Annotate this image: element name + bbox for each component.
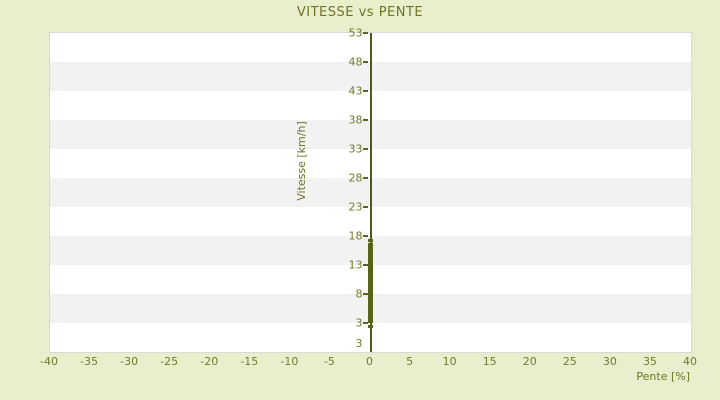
y-tick-mark [362, 206, 368, 208]
data-point [368, 262, 373, 266]
x-tick-label: 30 [602, 355, 617, 368]
data-point [368, 299, 373, 303]
data-point [368, 246, 373, 250]
data-point [368, 251, 373, 255]
data-point [368, 249, 373, 252]
data-point [368, 297, 373, 301]
x-tick-label: 10 [442, 355, 457, 368]
x-tick-label: -35 [80, 355, 99, 368]
x-tick-label: 35 [642, 355, 657, 368]
y-tick-label: 33 [348, 142, 363, 156]
data-point [368, 280, 373, 284]
data-point [368, 287, 373, 291]
y-tick-mark [362, 322, 368, 324]
x-tick-label: 20 [522, 355, 537, 368]
y-axis-title: Vitesse [km/h] [295, 121, 308, 201]
data-point [368, 295, 373, 299]
data-point [368, 243, 373, 247]
x-tick-label: 15 [482, 355, 497, 368]
y-tick-mark [362, 148, 368, 150]
data-point [368, 308, 373, 312]
y-tick-mark [362, 235, 368, 237]
data-point [368, 255, 373, 259]
data-point [368, 283, 373, 287]
y-tick-label: 3 [355, 316, 363, 330]
data-point [368, 276, 373, 280]
y-tick-label: 8 [355, 287, 363, 301]
x-tick-label: -5 [323, 355, 335, 368]
y-axis-line [369, 33, 372, 352]
data-point [368, 278, 373, 282]
data-point [368, 269, 373, 273]
data-point [368, 271, 373, 275]
y-tick-mark [362, 293, 368, 295]
data-point [368, 304, 373, 308]
data-point [368, 316, 373, 320]
chart-title: VITESSE vs PENTE [296, 5, 424, 20]
x-tick-label: 40 [683, 355, 697, 368]
data-point [368, 309, 373, 313]
data-point [368, 268, 373, 272]
y-tick-mark [362, 90, 368, 92]
x-tick-label: 25 [562, 355, 577, 368]
x-tick-label: -10 [280, 355, 299, 368]
data-point [368, 318, 373, 322]
data-point [368, 289, 373, 293]
y-tick-label: 23 [348, 200, 363, 214]
data-point [368, 261, 373, 265]
data-point [368, 301, 373, 305]
y-tick-label: 18 [348, 229, 363, 243]
x-tick-label: -15 [240, 355, 259, 368]
data-point [368, 257, 373, 261]
y-tick-label: 43 [348, 84, 363, 98]
y-tick-mark [362, 32, 368, 34]
data-point [368, 315, 373, 319]
x-tick-label: -30 [120, 355, 139, 368]
data-point [368, 320, 373, 324]
y-axis-bottom-corner-label: 3 [355, 337, 363, 350]
data-point [368, 311, 373, 315]
y-tick-label: 38 [348, 113, 363, 127]
x-axis-title: Pente [%] [636, 370, 690, 383]
data-point [368, 282, 373, 286]
data-point [368, 306, 373, 310]
x-tick-label: -20 [200, 355, 219, 368]
x-tick-label: -25 [160, 355, 179, 368]
data-point [368, 324, 373, 328]
x-tick-label: 5 [406, 355, 414, 368]
data-point [368, 313, 373, 317]
data-point [368, 294, 373, 298]
y-tick-mark [362, 119, 368, 121]
data-point [368, 266, 373, 270]
y-tick-mark [362, 264, 368, 266]
data-point [368, 264, 373, 268]
data-point [368, 275, 373, 279]
y-tick-label: 53 [348, 26, 363, 40]
data-point [368, 259, 373, 263]
y-tick-label: 48 [348, 55, 363, 69]
data-point [368, 254, 373, 258]
data-point [368, 273, 373, 277]
data-point [368, 239, 373, 243]
y-tick-label: 13 [348, 258, 363, 272]
y-tick-mark [362, 177, 368, 179]
data-point [368, 302, 373, 306]
plot-area: 53 48 43 38 33 28 23 18 13 8 3 3 [49, 27, 692, 353]
x-tick-label: -40 [40, 355, 58, 368]
data-point [368, 292, 373, 296]
x-tick-label: 0 [366, 355, 373, 368]
y-tick-label: 28 [348, 171, 363, 185]
data-point [368, 290, 373, 294]
data-point [368, 285, 373, 289]
y-tick-mark [362, 61, 368, 63]
